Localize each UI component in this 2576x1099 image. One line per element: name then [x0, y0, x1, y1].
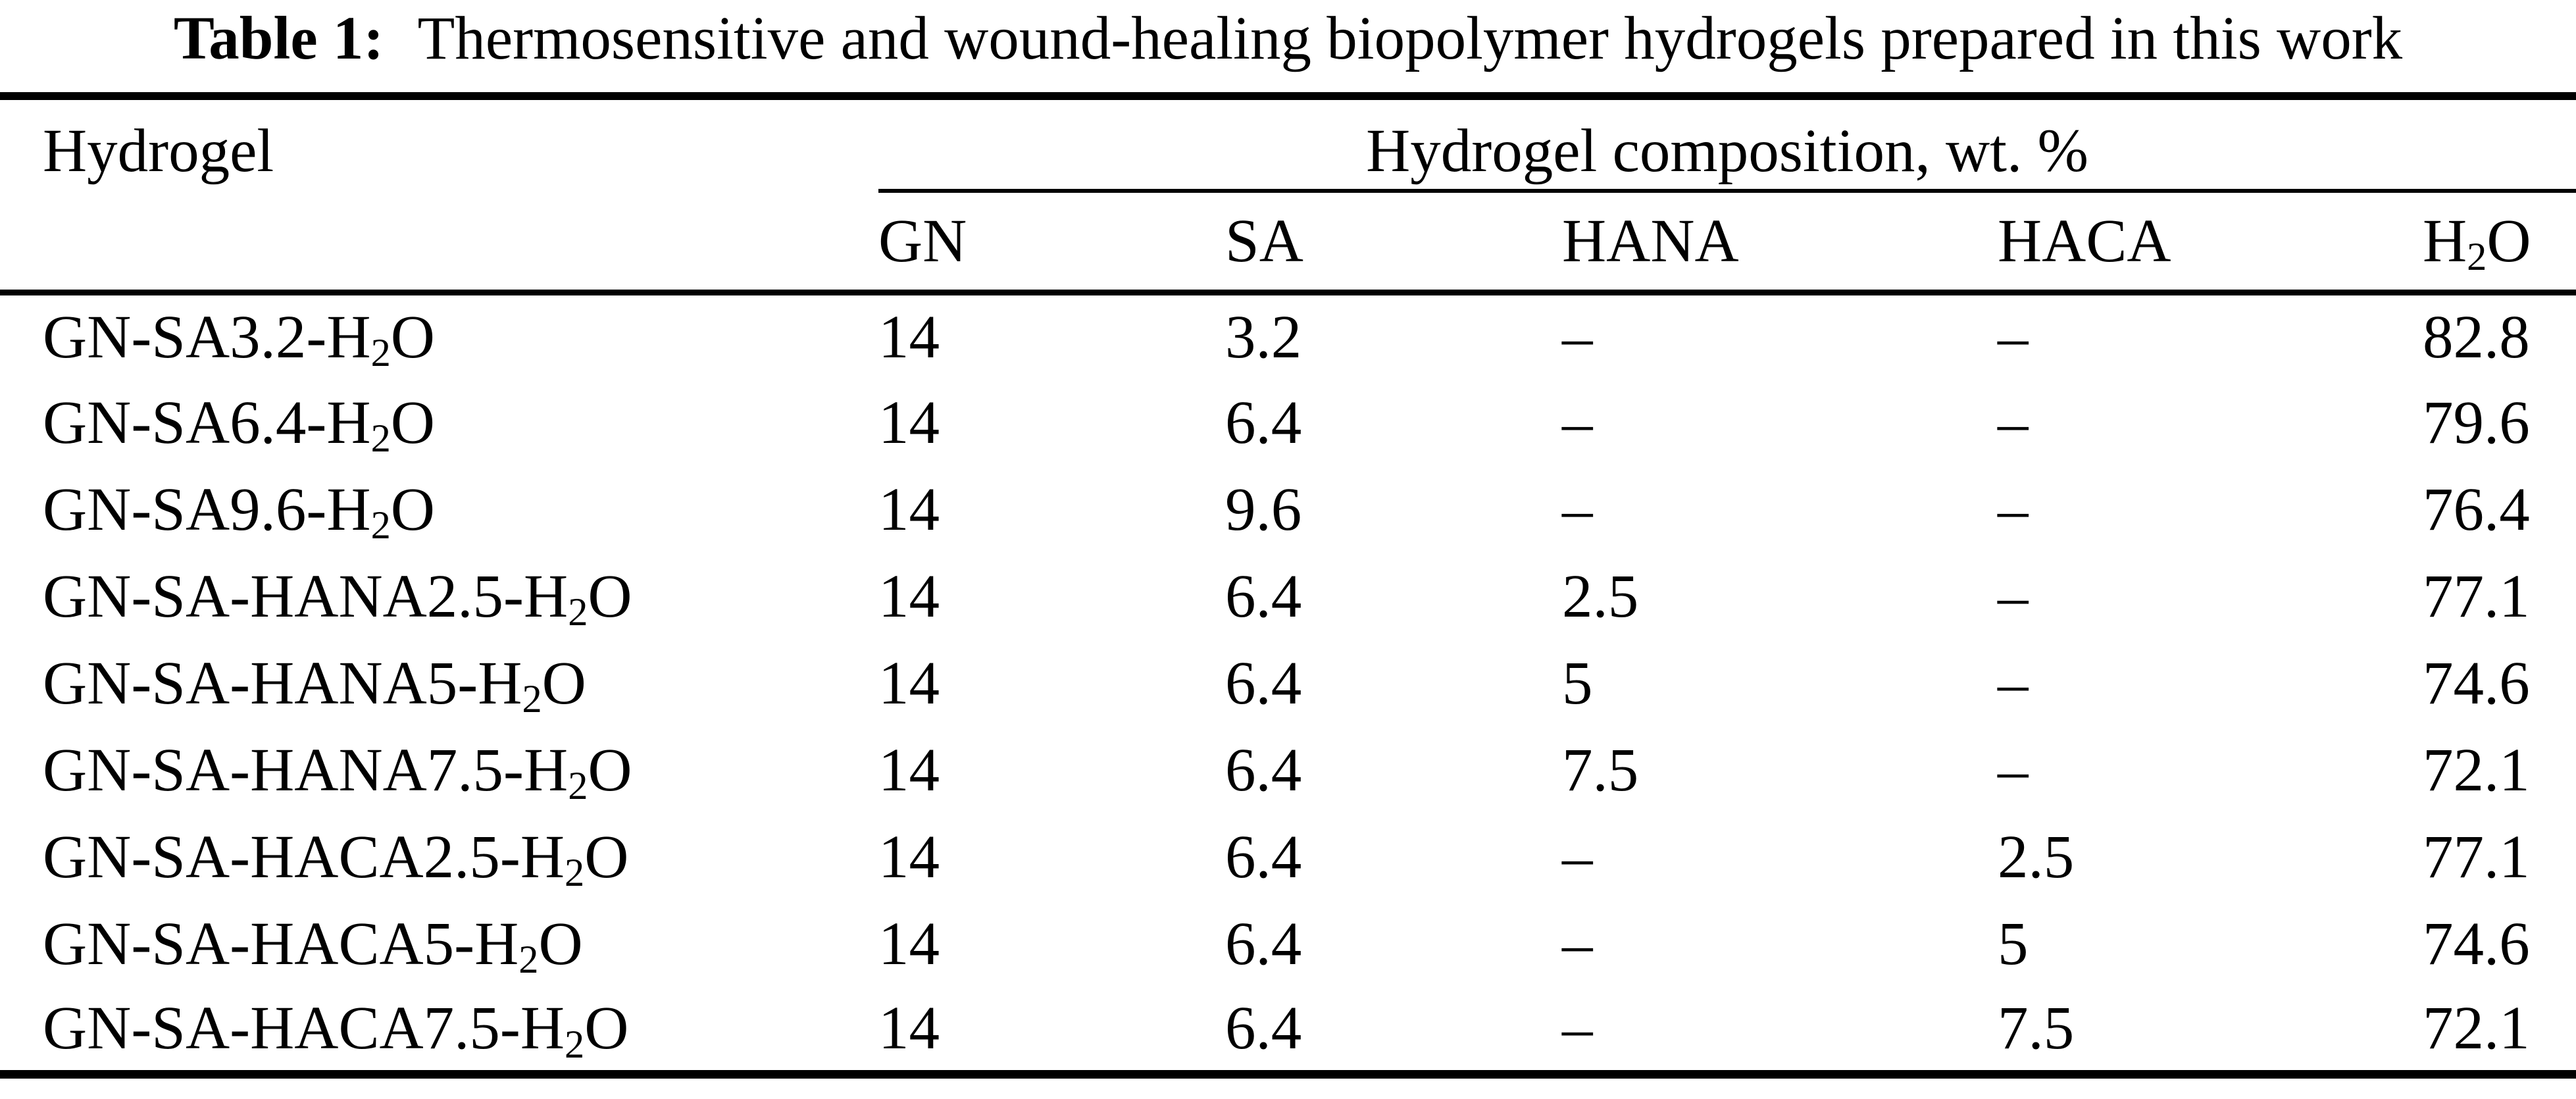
- cell-gn: 14: [878, 649, 940, 717]
- cell-haca: –: [1998, 303, 2029, 371]
- cell-sa: 6.4: [1225, 562, 1302, 630]
- cell-h2o: 74.6: [2423, 649, 2530, 717]
- cell-gn: 14: [878, 909, 940, 978]
- cell-hydrogel-name: GN-SA-HANA2.5-H2O: [43, 562, 632, 634]
- cell-gn: 14: [878, 303, 940, 371]
- column-header-h2o: H2O: [2423, 207, 2531, 280]
- column-header-hana: HANA: [1562, 207, 1739, 275]
- cell-hana: –: [1562, 303, 1593, 371]
- table-row: GN-SA-HANA5-H2O 14 6.4 5 – 74.6: [0, 640, 2576, 727]
- cell-sa: 6.4: [1225, 736, 1302, 804]
- cell-h2o: 77.1: [2423, 562, 2530, 630]
- cell-h2o: 77.1: [2423, 823, 2530, 891]
- column-header-gn: GN: [878, 207, 967, 275]
- table-row: GN-SA6.4-H2O 14 6.4 – – 79.6: [0, 379, 2576, 466]
- cell-haca: –: [1998, 649, 2029, 717]
- cell-h2o: 82.8: [2423, 303, 2530, 371]
- table-row: GN-SA9.6-H2O 14 9.6 – – 76.4: [0, 466, 2576, 553]
- cell-haca: –: [1998, 736, 2029, 804]
- cell-hydrogel-name: GN-SA-HACA2.5-H2O: [43, 823, 629, 895]
- cell-haca: 5: [1998, 909, 2029, 978]
- cell-hydrogel-name: GN-SA3.2-H2O: [43, 303, 435, 376]
- group-header-composition: Hydrogel composition, wt. %: [878, 96, 2576, 193]
- cell-hana: –: [1562, 823, 1593, 891]
- cell-h2o: 76.4: [2423, 475, 2530, 544]
- cell-haca: –: [1998, 475, 2029, 544]
- cell-hana: 2.5: [1562, 562, 1639, 630]
- cell-hana: –: [1562, 909, 1593, 978]
- cell-hana: –: [1562, 475, 1593, 544]
- cell-h2o: 74.6: [2423, 909, 2530, 978]
- cell-sa: 6.4: [1225, 994, 1302, 1063]
- table-header-row-columns: GN SA HANA HACA H2O: [0, 191, 2576, 292]
- cell-h2o: 79.6: [2423, 388, 2530, 457]
- cell-gn: 14: [878, 562, 940, 630]
- cell-gn: 14: [878, 475, 940, 544]
- cell-sa: 6.4: [1225, 909, 1302, 978]
- table-row: GN-SA-HANA7.5-H2O 14 6.4 7.5 – 72.1: [0, 727, 2576, 813]
- cell-gn: 14: [878, 736, 940, 804]
- cell-hydrogel-name: GN-SA9.6-H2O: [43, 475, 435, 548]
- cell-hana: 5: [1562, 649, 1593, 717]
- cell-gn: 14: [878, 994, 940, 1063]
- cell-h2o: 72.1: [2423, 736, 2530, 804]
- cell-sa: 9.6: [1225, 475, 1302, 544]
- table-row: GN-SA-HACA7.5-H2O 14 6.4 – 7.5 72.1: [0, 987, 2576, 1074]
- cell-hydrogel-name: GN-SA-HACA5-H2O: [43, 909, 583, 982]
- table-row: GN-SA-HACA5-H2O 14 6.4 – 5 74.6: [0, 900, 2576, 987]
- cell-sa: 3.2: [1225, 303, 1302, 371]
- table-caption-label: Table 1:: [173, 5, 384, 72]
- cell-hydrogel-name: GN-SA-HACA7.5-H2O: [43, 994, 629, 1067]
- column-header-sa: SA: [1225, 207, 1303, 275]
- cell-haca: –: [1998, 562, 2029, 630]
- cell-hana: –: [1562, 388, 1593, 457]
- cell-haca: –: [1998, 388, 2029, 457]
- cell-haca: 7.5: [1998, 994, 2075, 1063]
- cell-gn: 14: [878, 388, 940, 457]
- hydrogel-composition-table: Hydrogel Hydrogel composition, wt. % GN …: [0, 92, 2576, 1079]
- cell-h2o: 72.1: [2423, 994, 2530, 1063]
- cell-hana: 7.5: [1562, 736, 1639, 804]
- cell-hydrogel-name: GN-SA-HANA7.5-H2O: [43, 736, 632, 808]
- table-caption-text: Thermosensitive and wound-healing biopol…: [417, 5, 2403, 72]
- table-row: GN-SA-HANA2.5-H2O 14 6.4 2.5 – 77.1: [0, 553, 2576, 640]
- column-header-haca: HACA: [1998, 207, 2171, 275]
- cell-hana: –: [1562, 994, 1593, 1063]
- cell-hydrogel-name: GN-SA6.4-H2O: [43, 388, 435, 461]
- table-caption: Table 1: Thermosensitive and wound-heali…: [0, 0, 2576, 92]
- cell-sa: 6.4: [1225, 649, 1302, 717]
- cell-sa: 6.4: [1225, 388, 1302, 457]
- cell-haca: 2.5: [1998, 823, 2075, 891]
- cell-sa: 6.4: [1225, 823, 1302, 891]
- column-header-hydrogel: Hydrogel: [43, 117, 274, 185]
- table-row: GN-SA-HACA2.5-H2O 14 6.4 – 2.5 77.1: [0, 813, 2576, 900]
- cell-hydrogel-name: GN-SA-HANA5-H2O: [43, 649, 586, 721]
- table-header-row-group: Hydrogel Hydrogel composition, wt. %: [0, 96, 2576, 193]
- table-row: GN-SA3.2-H2O 14 3.2 – – 82.8: [0, 292, 2576, 379]
- cell-gn: 14: [878, 823, 940, 891]
